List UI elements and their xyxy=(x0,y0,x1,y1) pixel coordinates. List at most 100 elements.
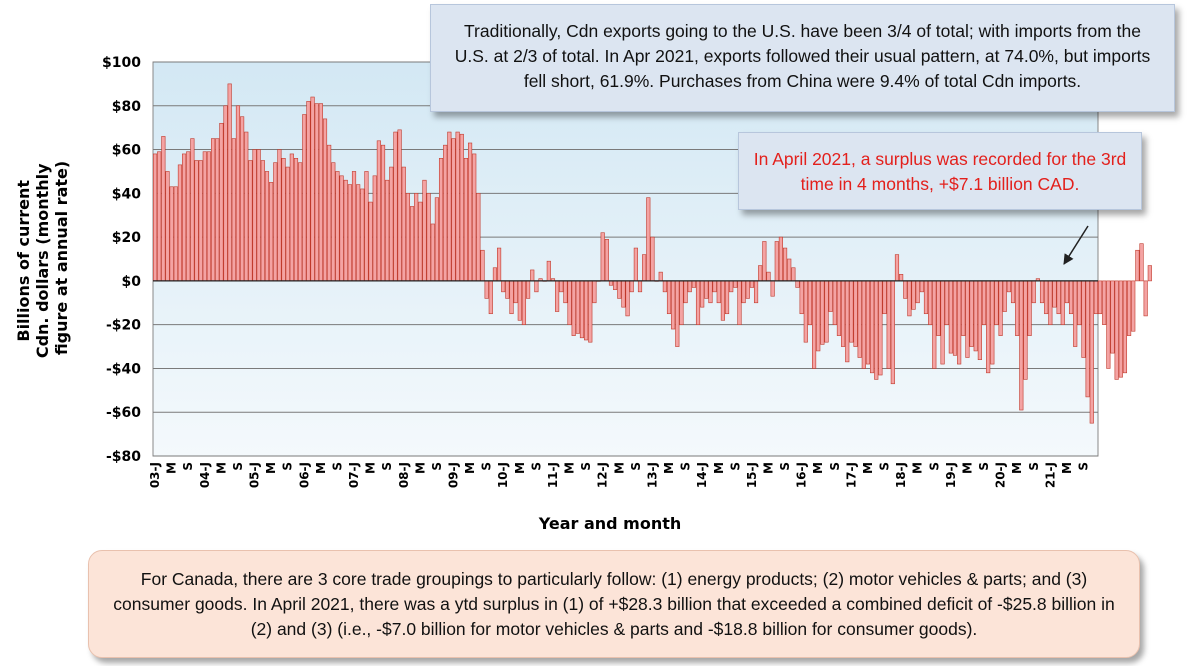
bar xyxy=(380,144,386,282)
bar xyxy=(1052,280,1057,308)
bar xyxy=(861,280,866,369)
bar xyxy=(173,186,178,282)
bar xyxy=(737,280,742,325)
x-tick-label: 18-J xyxy=(894,462,908,488)
bar xyxy=(646,197,651,282)
bar xyxy=(865,280,871,365)
bar xyxy=(795,280,800,288)
bar xyxy=(463,158,469,282)
bar xyxy=(662,280,667,293)
x-tick-label: 13-J xyxy=(645,462,659,488)
bar xyxy=(430,223,435,282)
bar xyxy=(153,153,158,282)
bar xyxy=(1131,280,1136,332)
bars xyxy=(153,83,1152,424)
x-tick-label: M xyxy=(1060,462,1074,474)
bar xyxy=(509,280,514,315)
bar xyxy=(331,162,336,282)
x-tick-label: M xyxy=(761,462,775,474)
bar xyxy=(778,236,784,282)
x-tick-label: S xyxy=(579,462,593,471)
bar xyxy=(1093,280,1099,315)
bar xyxy=(1143,280,1148,317)
x-tick-label: M xyxy=(911,462,925,474)
bar xyxy=(318,103,323,282)
bar xyxy=(981,280,987,325)
bar xyxy=(733,280,738,288)
bar xyxy=(157,151,162,282)
x-tick-label: M xyxy=(513,462,527,474)
bar xyxy=(936,280,941,336)
bar xyxy=(526,280,531,299)
bar xyxy=(360,188,365,282)
bar xyxy=(923,280,929,315)
bar xyxy=(376,140,381,282)
x-tick-label: S xyxy=(728,462,742,471)
bar xyxy=(625,280,630,317)
bar xyxy=(1077,280,1082,325)
bar xyxy=(944,280,949,325)
bar xyxy=(613,280,618,290)
bar xyxy=(472,153,477,282)
bar xyxy=(227,83,232,282)
bar xyxy=(534,280,539,293)
x-tick-label: M xyxy=(563,462,577,474)
bar xyxy=(1044,280,1049,315)
bar xyxy=(223,105,228,282)
bar xyxy=(882,280,887,315)
bar xyxy=(438,158,444,282)
bar xyxy=(957,280,962,365)
bar xyxy=(190,138,195,282)
bar xyxy=(517,280,522,321)
bar xyxy=(832,280,837,325)
bar xyxy=(285,166,290,282)
bar xyxy=(700,280,705,308)
bar xyxy=(803,280,808,343)
bar xyxy=(907,280,912,317)
bar xyxy=(592,280,597,304)
y-tick-label: $60 xyxy=(112,143,141,159)
bar xyxy=(1085,280,1090,398)
surplus-arrow xyxy=(1063,225,1089,265)
x-tick-label: S xyxy=(927,462,941,471)
bar xyxy=(1098,280,1103,315)
x-tick-label: 11-J xyxy=(546,462,560,488)
bar xyxy=(787,258,792,282)
bar xyxy=(418,201,423,282)
bar xyxy=(753,280,759,304)
bar xyxy=(368,201,373,282)
bar xyxy=(836,280,842,336)
bar xyxy=(165,171,170,282)
bar xyxy=(812,280,817,369)
x-tick-label: S xyxy=(430,462,444,471)
bar xyxy=(264,171,270,282)
bar xyxy=(248,160,253,282)
bar xyxy=(389,166,394,282)
bar xyxy=(327,144,332,282)
bar xyxy=(443,144,448,282)
bar xyxy=(1127,280,1132,336)
bar xyxy=(1118,280,1123,378)
x-tick-label: M xyxy=(811,462,825,474)
bar xyxy=(1015,280,1020,336)
x-tick-label: 04-J xyxy=(198,462,212,488)
bar xyxy=(824,280,829,343)
bar xyxy=(1039,280,1045,304)
bar xyxy=(749,280,754,288)
bar xyxy=(712,280,717,293)
top-annotation-text: Traditionally, Cdn exports going to the … xyxy=(454,21,1151,91)
bar xyxy=(766,271,771,282)
bar xyxy=(244,131,249,282)
surplus-annotation-box: In April 2021, a surplus was recorded fo… xyxy=(738,132,1142,210)
x-tick-label: S xyxy=(828,462,842,471)
bar xyxy=(579,280,585,339)
bar xyxy=(637,280,643,293)
bar xyxy=(724,280,730,315)
bar xyxy=(890,280,895,385)
x-tick-label: 10-J xyxy=(496,462,510,488)
y-tick-label: $80 xyxy=(112,99,141,115)
bar xyxy=(310,96,315,282)
bar xyxy=(571,280,576,336)
bar xyxy=(206,151,212,282)
